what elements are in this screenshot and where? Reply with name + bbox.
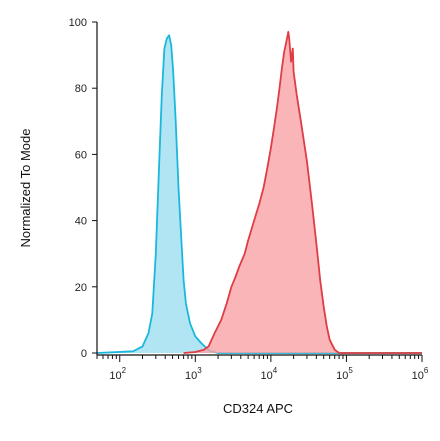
histogram-series-2-fill xyxy=(183,31,422,354)
plot-area xyxy=(96,31,422,354)
y-tick-label: 0 xyxy=(81,348,87,360)
x-axis-title: CD324 APC xyxy=(223,401,293,416)
axes: 0 20 40 60 80 100 102 103 104 105 106 xyxy=(69,17,429,382)
y-tick-label: 20 xyxy=(75,282,87,294)
histogram-series-1-fill xyxy=(97,35,422,353)
x-tick-label: 105 xyxy=(336,366,353,382)
y-tick-label: 60 xyxy=(75,149,87,161)
y-tick-label: 80 xyxy=(75,83,87,95)
histogram-series-2-line xyxy=(183,31,422,354)
x-tick-label: 102 xyxy=(109,366,126,382)
y-axis-title: Normalized To Mode xyxy=(18,129,33,248)
x-tick-label: 104 xyxy=(261,366,278,382)
y-tick-label: 40 xyxy=(75,216,87,228)
x-tick-label: 103 xyxy=(185,366,202,382)
y-tick-label: 100 xyxy=(69,17,87,29)
x-tick-label: 106 xyxy=(412,366,429,382)
histogram-series-1-line xyxy=(96,34,422,354)
